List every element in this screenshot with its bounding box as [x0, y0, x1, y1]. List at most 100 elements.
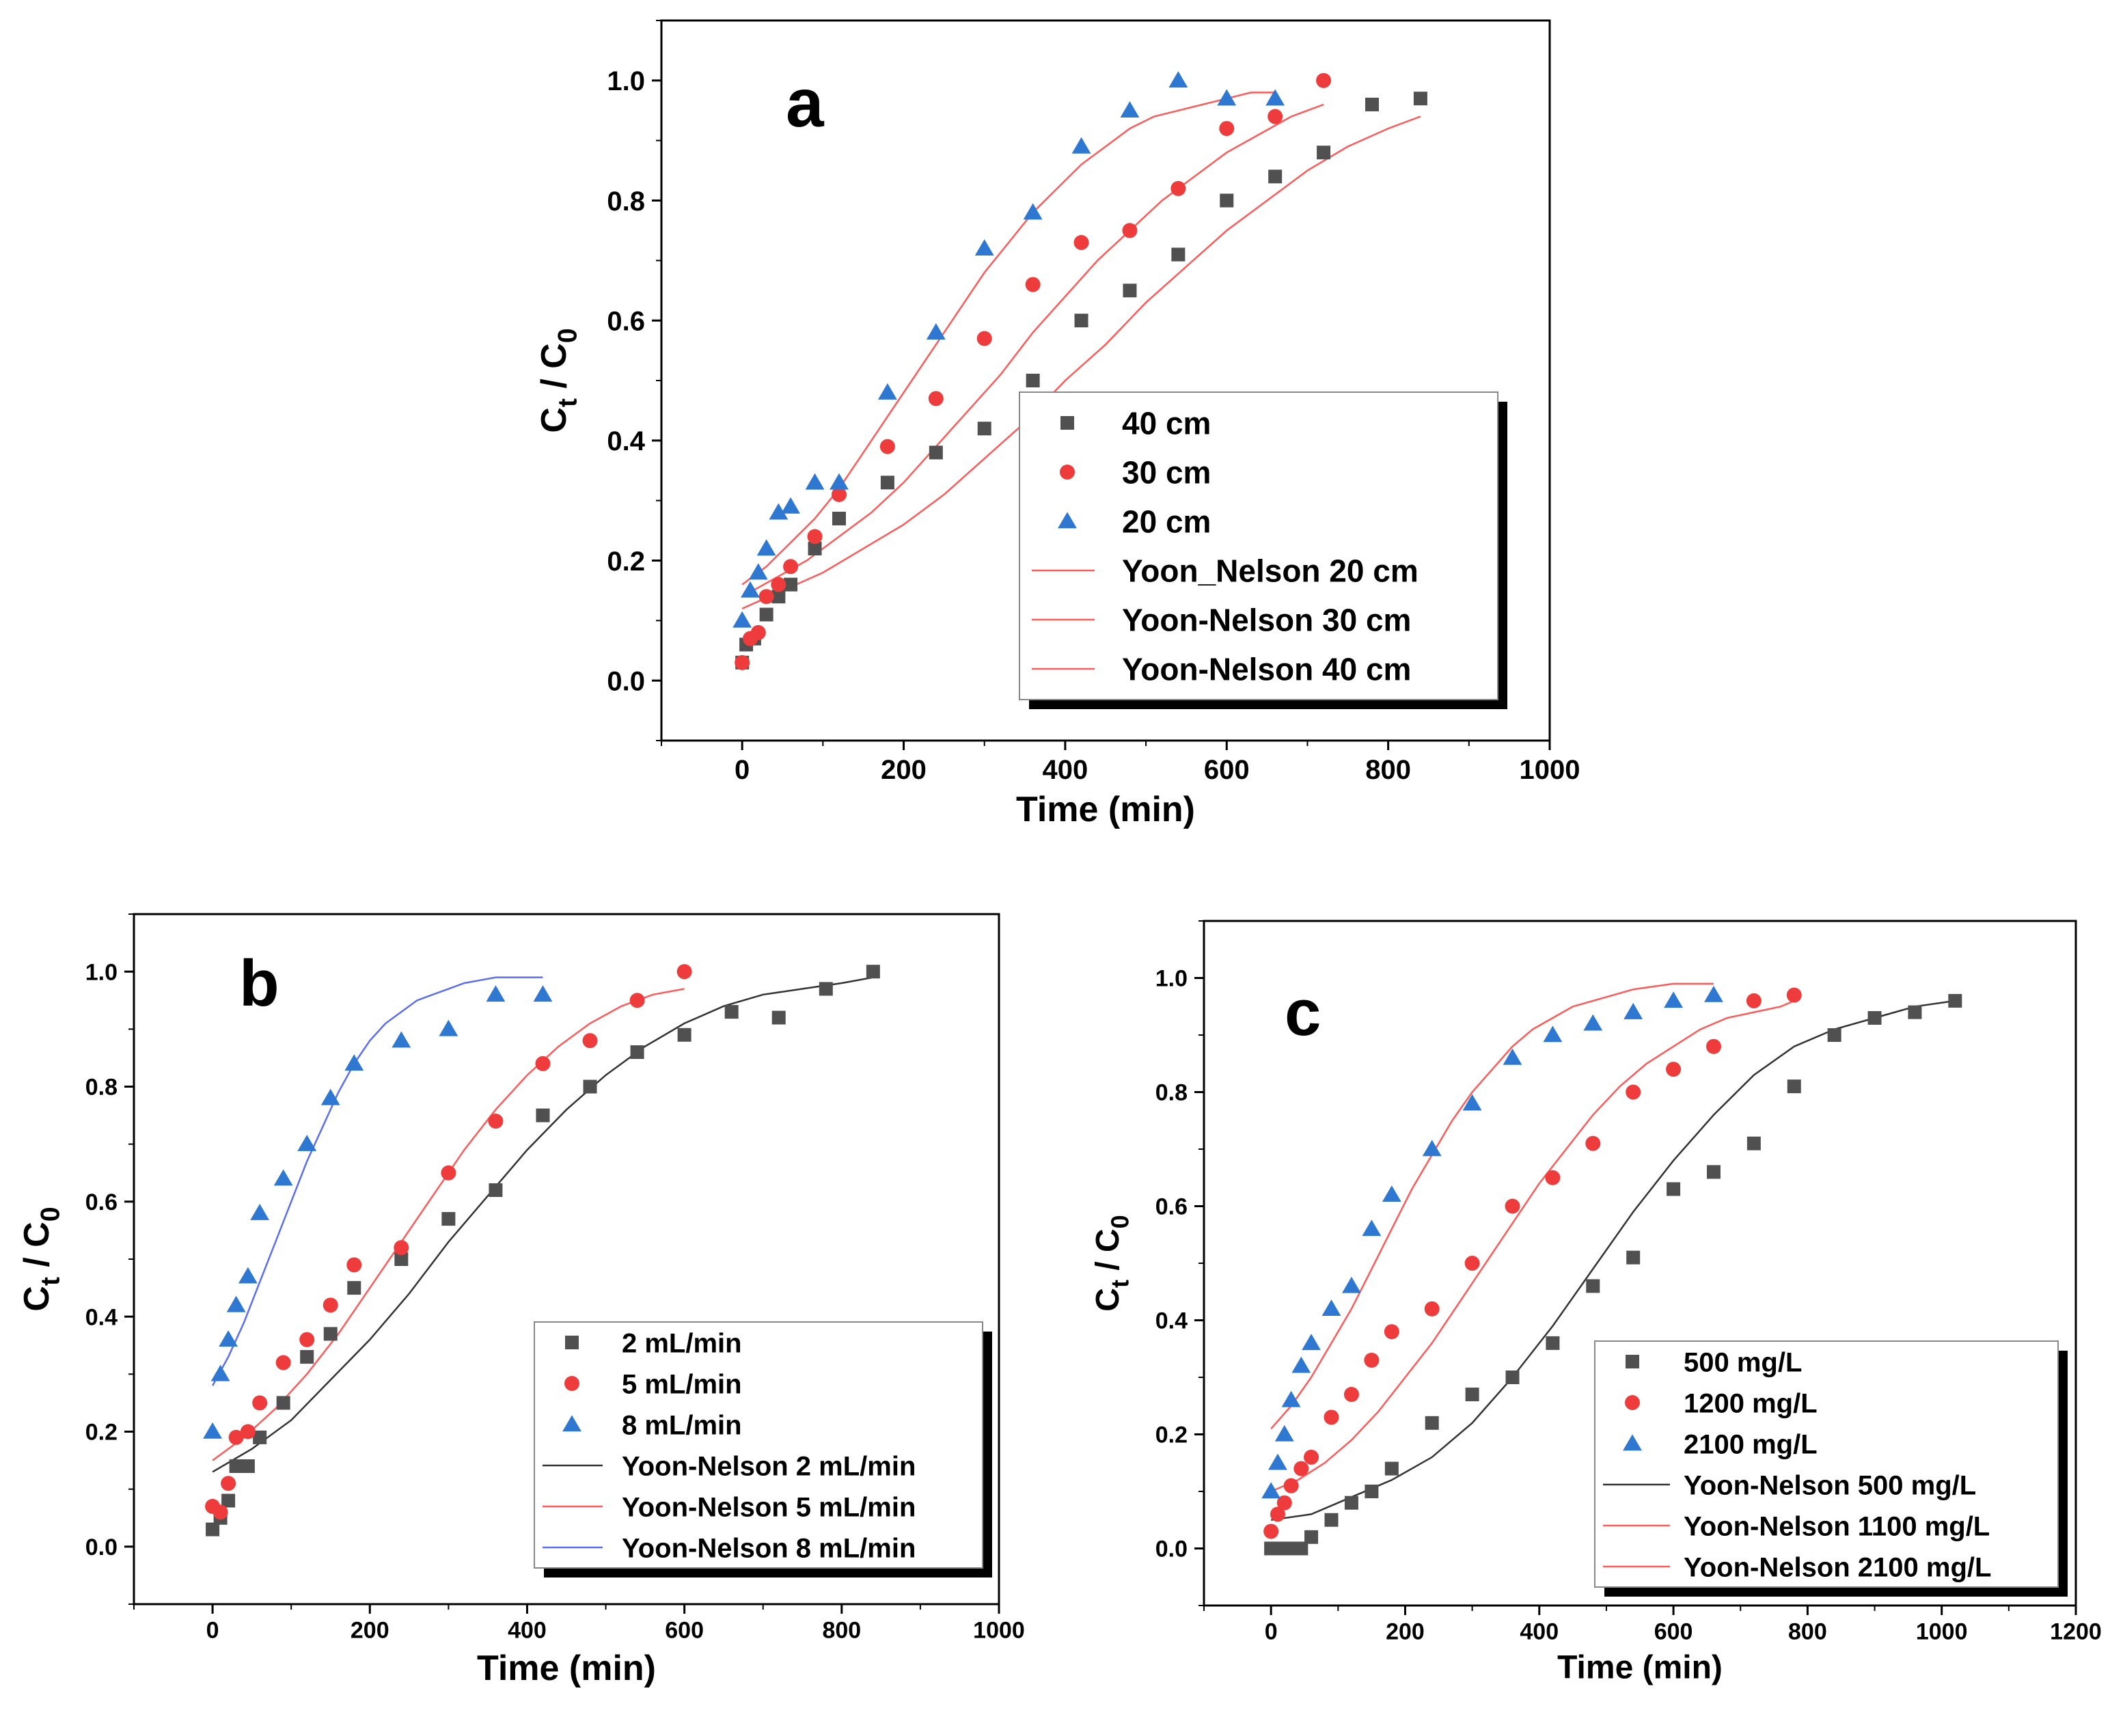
fit-curve-1: [741, 92, 1276, 585]
data-point: [724, 1005, 739, 1019]
data-point: [977, 422, 991, 436]
data-point: [1365, 97, 1379, 111]
x-tick-label: 0: [735, 755, 750, 785]
plot-area: [203, 964, 880, 1537]
data-point: [439, 1019, 458, 1036]
data-point: [1120, 101, 1140, 118]
data-point: [535, 1056, 551, 1071]
y-tick-label: 0.6: [607, 307, 645, 337]
data-point: [677, 1028, 691, 1042]
data-point: [830, 473, 849, 490]
y-tick-label: 0.8: [85, 1075, 118, 1101]
data-point: [1545, 1170, 1561, 1185]
data-point: [1220, 193, 1234, 208]
fit-curve-1: [1271, 1000, 1956, 1521]
data-point: [1503, 1048, 1522, 1065]
data-point: [1384, 1461, 1399, 1476]
series-3: [203, 985, 553, 1439]
data-point: [741, 581, 760, 598]
x-tick-label: 800: [1365, 755, 1411, 785]
x-tick-label: 1000: [1916, 1619, 1968, 1645]
data-point: [488, 1114, 504, 1129]
data-point: [1276, 1495, 1292, 1511]
data-point: [203, 1422, 223, 1439]
data-point: [1304, 1449, 1319, 1465]
data-point: [735, 655, 750, 670]
data-point: [1786, 987, 1802, 1003]
data-point: [1344, 1496, 1358, 1510]
data-point: [486, 985, 506, 1002]
y-tick-label: 1.0: [607, 66, 645, 96]
x-tick-label: 800: [1788, 1619, 1827, 1645]
x-tick-label: 800: [822, 1618, 861, 1644]
data-point: [1908, 1005, 1922, 1019]
data-point: [1462, 1094, 1482, 1111]
data-point: [1362, 1220, 1382, 1237]
data-point: [441, 1212, 456, 1226]
y-tick-label: 0.4: [85, 1304, 118, 1330]
y-tick-label: 0.2: [607, 547, 645, 577]
y-axis-label: Ct / C0: [17, 1207, 66, 1311]
legend-label: Yoon-Nelson 2 mL/min: [622, 1451, 916, 1481]
data-point: [1316, 72, 1332, 88]
data-point: [1123, 284, 1137, 298]
legend-label: Yoon-Nelson 5 mL/min: [622, 1492, 916, 1522]
series-3: [1261, 985, 1723, 1499]
data-point: [928, 391, 944, 407]
y-axis-label: Ct / C0: [1090, 1215, 1134, 1311]
data-point: [250, 1203, 270, 1220]
data-point: [1274, 1424, 1294, 1442]
x-tick-label: 200: [881, 755, 927, 785]
data-point: [1867, 1010, 1882, 1025]
data-point: [1302, 1334, 1321, 1351]
data-point: [1342, 1276, 1361, 1293]
legend-label: Yoon-Nelson 8 mL/min: [622, 1533, 916, 1563]
series-3: [732, 71, 1285, 628]
series-1: [206, 965, 880, 1537]
data-point: [323, 1297, 338, 1313]
legend-marker: [1625, 1395, 1640, 1410]
y-tick-label: 0.8: [607, 187, 645, 217]
data-point: [219, 1330, 238, 1347]
data-point: [771, 1010, 786, 1025]
data-point: [1384, 1324, 1399, 1340]
panel-letter: a: [786, 65, 825, 141]
data-point: [783, 559, 799, 575]
legend-box: [1594, 1340, 2059, 1588]
data-point: [1705, 1038, 1721, 1054]
legend: 500 mg/L 1200 mg/L 2100 mg/L Yoon-Nelson 50…: [1594, 1340, 2068, 1597]
y-tick-label: 0.2: [1155, 1422, 1188, 1448]
data-point: [756, 539, 776, 556]
data-point: [1343, 1387, 1359, 1403]
data-point: [1324, 1409, 1339, 1425]
legend-marker: [1626, 1355, 1639, 1368]
panel-b: 0 200 400 600 800 1000 0.0 0.2 0.4 0.6 0.8 1.0 Time …: [17, 913, 1025, 1688]
y-tick-label: 0.0: [85, 1534, 118, 1560]
data-point: [253, 1430, 267, 1444]
data-point: [228, 1429, 244, 1445]
x-tick-label: 600: [1204, 755, 1250, 785]
plot-area: [732, 71, 1427, 670]
data-point: [1413, 92, 1427, 106]
data-point: [206, 1522, 220, 1537]
data-point: [392, 1031, 411, 1048]
y-axis-label: Ct / C0: [534, 328, 583, 432]
x-tick-label: 600: [665, 1618, 704, 1644]
data-point: [807, 529, 823, 545]
x-tick-label: 0: [1265, 1619, 1278, 1645]
y-tick-label: 0.0: [607, 667, 645, 697]
data-point: [210, 1364, 230, 1381]
series-2: [735, 72, 1332, 670]
legend-label: 40 cm: [1122, 406, 1211, 441]
data-point: [1074, 314, 1088, 328]
data-point: [976, 331, 992, 346]
data-point: [879, 439, 895, 454]
legend-label: 30 cm: [1122, 455, 1211, 491]
data-point: [583, 1079, 597, 1094]
data-point: [238, 1267, 258, 1284]
legend-marker: [564, 1376, 579, 1391]
data-point: [1505, 1370, 1520, 1384]
data-point: [1586, 1279, 1600, 1293]
data-point: [880, 476, 894, 490]
data-point: [394, 1252, 409, 1266]
